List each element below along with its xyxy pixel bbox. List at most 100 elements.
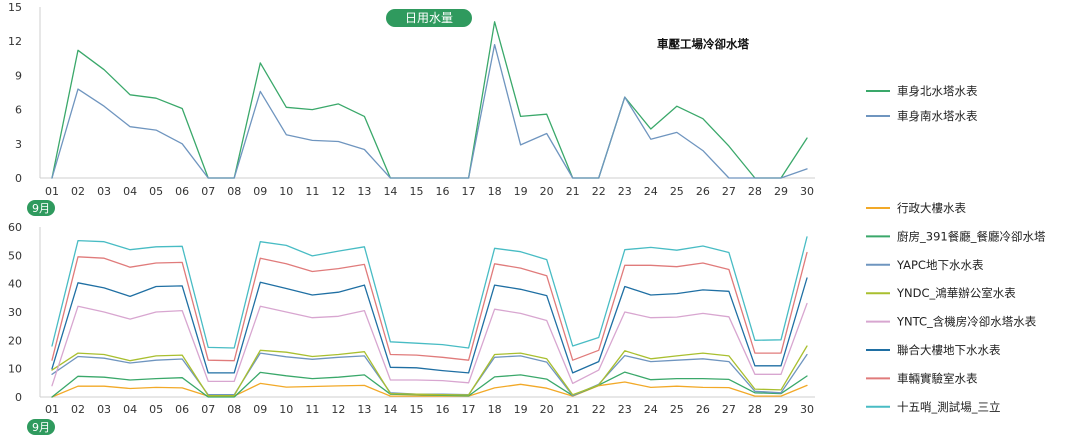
header-badge-label: 日用水量 — [405, 11, 453, 25]
bottom-legend-item-1: 行政大樓水表 — [866, 201, 966, 215]
bottom-legend-label-7: 車輛實驗室水表 — [897, 371, 978, 385]
top-y-tick-label-2: 6 — [15, 104, 22, 117]
bottom-y-tick-label-5: 50 — [8, 249, 22, 262]
top-x-tick-label-5: 06 — [175, 185, 189, 198]
top-x-tick-label-6: 07 — [201, 185, 215, 198]
bottom-x-tick-label-24: 25 — [670, 403, 684, 416]
bottom-series-6-line — [51, 277, 808, 374]
bottom-series-1-line — [51, 381, 808, 398]
top-x-tick-label-21: 22 — [592, 185, 606, 198]
bottom-y-tick-label-6: 60 — [8, 221, 22, 234]
top-x-tick-label-14: 15 — [409, 185, 423, 198]
bottom-legend-item-6: 聯合大樓地下水水表 — [866, 343, 1001, 357]
top-series-2-line — [51, 43, 808, 179]
top-x-tick-label-19: 20 — [540, 185, 554, 198]
top-x-tick-label-13: 14 — [383, 185, 397, 198]
bottom-y-tick-label-1: 10 — [8, 363, 22, 376]
bottom-x-tick-label-17: 18 — [488, 403, 502, 416]
bottom-x-tick-label-29: 30 — [800, 403, 814, 416]
bottom-y-tick-label-0: 0 — [15, 391, 22, 404]
top-x-tick-label-7: 08 — [227, 185, 241, 198]
bottom-x-tick-label-27: 28 — [748, 403, 762, 416]
top-x-tick-label-29: 30 — [800, 185, 814, 198]
bottom-y-tick-label-2: 20 — [8, 334, 22, 347]
bottom-x-tick-label-11: 12 — [331, 403, 345, 416]
bottom-y-tick-label-3: 30 — [8, 306, 22, 319]
bottom-legend-item-4: YNDC_鴻華辦公室水表 — [866, 286, 1016, 300]
bottom-series-3-line — [51, 352, 808, 397]
bottom-x-tick-label-6: 07 — [201, 403, 215, 416]
bottom-x-tick-label-3: 04 — [123, 403, 137, 416]
bottom-legend-item-5: YNTC_含機房冷卻水塔水表 — [866, 315, 1037, 329]
bottom-x-tick-label-18: 19 — [514, 403, 528, 416]
bottom-x-tick-label-4: 05 — [149, 403, 163, 416]
top-x-tick-label-15: 16 — [436, 185, 450, 198]
top-x-tick-label-10: 11 — [305, 185, 319, 198]
top-x-tick-label-17: 18 — [488, 185, 502, 198]
bottom-x-tick-label-15: 16 — [436, 403, 450, 416]
top-x-tick-label-8: 09 — [253, 185, 267, 198]
bottom-x-tick-label-20: 21 — [566, 403, 580, 416]
bottom-x-tick-label-0: 01 — [45, 403, 59, 416]
bottom-x-tick-label-16: 17 — [462, 403, 476, 416]
bottom-series-4-line — [51, 345, 808, 397]
bottom-legend-item-2: 廚房_391餐廳_餐廳冷卻水塔 — [866, 229, 1046, 243]
bottom-x-tick-label-14: 15 — [409, 403, 423, 416]
bottom-x-tick-label-13: 14 — [383, 403, 397, 416]
bottom-x-tick-label-28: 29 — [774, 403, 788, 416]
top-x-tick-label-27: 28 — [748, 185, 762, 198]
bottom-x-tick-label-5: 06 — [175, 403, 189, 416]
top-chart-series — [51, 21, 808, 179]
top-x-tick-label-18: 19 — [514, 185, 528, 198]
bottom-legend-label-1: 行政大樓水表 — [897, 201, 966, 215]
top-x-tick-label-9: 10 — [279, 185, 293, 198]
header-badge: 日用水量 — [386, 9, 472, 27]
bottom-legend-label-2: 廚房_391餐廳_餐廳冷卻水塔 — [897, 229, 1046, 243]
bottom-chart: 0 10 20 30 40 50 60 01 02 03 04 05 06 07 08 09 10 11 12 13 1… — [8, 201, 1046, 435]
top-chart-month-label: 9月 — [32, 202, 50, 215]
top-chart-month-badge-background — [27, 200, 55, 216]
top-y-tick-label-1: 3 — [15, 138, 22, 151]
bottom-x-tick-label-22: 23 — [618, 403, 632, 416]
top-legend-item-2: 車身南水塔水表 — [866, 109, 978, 123]
bottom-x-tick-label-23: 24 — [644, 403, 658, 416]
bottom-legend-label-3: YAPC地下水水表 — [896, 258, 984, 272]
bottom-chart-month-badge: 9月 — [27, 419, 55, 435]
bottom-legend-label-5: YNTC_含機房冷卻水塔水表 — [896, 315, 1037, 329]
top-x-tick-label-3: 04 — [123, 185, 137, 198]
bottom-chart-axes: 0 10 20 30 40 50 60 01 02 03 04 05 06 07 08 09 10 11 12 13 1… — [8, 221, 815, 416]
bottom-x-tick-label-8: 09 — [253, 403, 267, 416]
top-y-tick-label-4: 12 — [8, 35, 22, 48]
bottom-legend-label-6: 聯合大樓地下水水表 — [897, 343, 1001, 357]
top-y-tick-label-0: 0 — [15, 172, 22, 185]
bottom-x-tick-label-2: 03 — [97, 403, 111, 416]
bottom-x-tick-label-25: 26 — [696, 403, 710, 416]
bottom-chart-month-badge-background — [27, 419, 55, 435]
top-x-tick-label-20: 21 — [566, 185, 580, 198]
top-x-tick-label-23: 24 — [644, 185, 658, 198]
top-chart-title: 車壓工場冷卻水塔 — [657, 37, 749, 51]
top-legend-label-1: 車身北水塔水表 — [897, 84, 978, 98]
bottom-legend-item-8: 十五哨_測試場_三立 — [866, 400, 1001, 414]
bottom-legend-label-4: YNDC_鴻華辦公室水表 — [896, 286, 1016, 300]
bottom-x-tick-label-21: 22 — [592, 403, 606, 416]
top-x-tick-label-26: 27 — [722, 185, 736, 198]
bottom-series-5-line — [51, 302, 808, 387]
top-x-tick-label-4: 05 — [149, 185, 163, 198]
bottom-y-tick-label-4: 40 — [8, 278, 22, 291]
bottom-x-tick-label-19: 20 — [540, 403, 554, 416]
bottom-series-8-line — [51, 236, 808, 349]
top-x-tick-label-28: 29 — [774, 185, 788, 198]
top-x-tick-label-25: 26 — [696, 185, 710, 198]
top-legend-label-2: 車身南水塔水表 — [897, 109, 978, 123]
top-x-tick-label-16: 17 — [462, 185, 476, 198]
header-badge-background — [386, 9, 472, 27]
top-x-tick-label-0: 01 — [45, 185, 59, 198]
bottom-legend-item-3: YAPC地下水水表 — [866, 258, 984, 272]
top-y-tick-label-5: 15 — [8, 1, 22, 14]
top-x-tick-label-11: 12 — [331, 185, 345, 198]
bottom-chart-series — [51, 236, 808, 398]
